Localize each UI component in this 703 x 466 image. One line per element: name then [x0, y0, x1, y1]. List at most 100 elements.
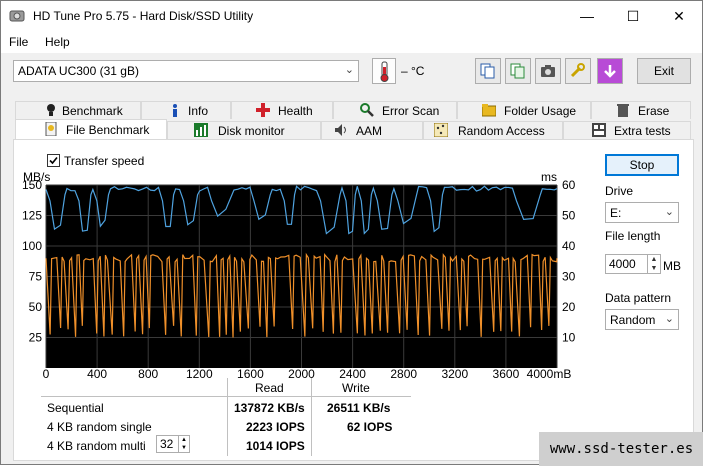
arrow-down-icon [604, 65, 616, 78]
copy-info-button[interactable] [475, 58, 501, 84]
x-tick-label: 1200 [186, 367, 213, 381]
row-label: 4 KB random single [47, 420, 152, 434]
y-left-tick-label: 75 [29, 270, 43, 284]
write-value: 62 IOPS [347, 420, 393, 434]
file-length-label: File length [605, 229, 661, 243]
disk-icon [9, 10, 25, 22]
x-tick-label: 1600 [237, 367, 264, 381]
chart-series-blue [45, 185, 558, 235]
extra-tests-icon [592, 123, 606, 137]
row-label: Sequential [47, 401, 104, 415]
y-left-tick-label: 125 [22, 209, 42, 223]
queue-depth-value: 32 [160, 437, 174, 451]
tab-disk-monitor[interactable]: Disk monitor [167, 121, 321, 139]
y-right-tick-label: 20 [562, 300, 576, 314]
y-right-unit: ms [541, 170, 557, 184]
tab-folder-usage[interactable]: Folder Usage [457, 101, 591, 119]
drive-label: Drive [605, 184, 634, 198]
file-length-unit: MB [663, 259, 681, 273]
file-length-value: 4000 [609, 257, 636, 271]
y-left-unit: MB/s [23, 170, 50, 184]
toolbar: ADATA UC300 (31 gB) ⌄ – °C Exit [1, 53, 702, 93]
screenshot-button[interactable] [535, 58, 561, 84]
drive-select[interactable]: ADATA UC300 (31 gB) ⌄ [13, 60, 359, 82]
y-right-tick-label: 60 [562, 178, 576, 192]
tab-benchmark[interactable]: Benchmark [15, 101, 141, 119]
drive-combo-value: E: [610, 206, 622, 220]
stop-button[interactable]: Stop [605, 154, 679, 176]
tab-file-benchmark[interactable]: File Benchmark [15, 119, 167, 140]
chevron-down-icon: ⌄ [664, 313, 674, 325]
x-tick-label: 4000mB [527, 367, 572, 381]
lightbulb-icon [47, 104, 55, 116]
y-left-tick-label: 25 [29, 331, 43, 345]
file-benchmark-icon [45, 122, 57, 136]
temperature-value: – °C [401, 64, 425, 78]
save-button[interactable] [597, 58, 623, 84]
thermometer-button[interactable] [372, 58, 396, 84]
x-tick-label: 3600 [493, 367, 520, 381]
x-tick-label: 2400 [339, 367, 366, 381]
read-value: 2223 IOPS [246, 420, 305, 434]
table-divider [311, 378, 312, 456]
data-pattern-value: Random [610, 313, 656, 327]
checkmark-icon [49, 156, 58, 165]
tab-error-scan[interactable]: Error Scan [333, 101, 457, 119]
maximize-button[interactable]: ☐ [626, 8, 640, 24]
data-pattern-combo[interactable]: Random ⌄ [605, 309, 679, 330]
speaker-icon [335, 124, 346, 136]
tab-random-access[interactable]: Random Access [423, 121, 563, 139]
transfer-speed-checkbox[interactable] [47, 154, 60, 167]
y-left-tick-label: 150 [22, 178, 42, 192]
close-button[interactable]: ✕ [673, 8, 685, 24]
exit-button[interactable]: Exit [637, 58, 691, 84]
file-length-spinner[interactable]: 4000 ▲ ▼ [605, 254, 661, 274]
spin-up-icon[interactable]: ▲ [647, 255, 660, 264]
spin-down-icon[interactable]: ▼ [647, 264, 660, 273]
magnifier-icon [360, 103, 374, 117]
read-value: 1014 IOPS [246, 439, 305, 453]
menu-help[interactable]: Help [45, 35, 70, 49]
read-header: Read [255, 381, 284, 395]
y-right-tick-label: 40 [562, 239, 576, 253]
tab-health[interactable]: Health [231, 101, 333, 119]
x-tick-label: 400 [87, 367, 107, 381]
drive-select-value: ADATA UC300 (31 gB) [18, 64, 139, 78]
y-right-tick-label: 30 [562, 270, 576, 284]
info-icon [173, 104, 177, 117]
title-bar: HD Tune Pro 5.75 - Hard Disk/SSD Utility… [1, 1, 702, 31]
chevron-down-icon: ⌄ [664, 206, 674, 218]
x-tick-label: 2800 [390, 367, 417, 381]
table-divider [227, 378, 228, 456]
tab-extra-tests[interactable]: Extra tests [563, 121, 691, 139]
tab-erase[interactable]: Erase [591, 101, 691, 119]
y-left-tick-label: 100 [22, 239, 42, 253]
thermometer-icon [380, 61, 389, 82]
options-button[interactable] [565, 58, 591, 84]
spin-down-icon[interactable]: ▼ [178, 444, 189, 452]
menu-bar: File Help [1, 31, 702, 53]
chevron-down-icon: ⌄ [344, 64, 354, 76]
tab-aam[interactable]: AAM [321, 121, 423, 139]
x-tick-label: 2000 [288, 367, 315, 381]
x-tick-label: 800 [138, 367, 158, 381]
watermark: www.ssd-tester.es [539, 432, 703, 466]
spin-up-icon[interactable]: ▲ [178, 436, 189, 444]
minimize-button[interactable]: — [580, 8, 594, 24]
menu-file[interactable]: File [9, 35, 29, 49]
folder-icon [482, 104, 496, 117]
monitor-chart-icon [194, 123, 208, 137]
tab-info[interactable]: Info [141, 101, 231, 119]
drive-combo[interactable]: E: ⌄ [605, 202, 679, 223]
x-tick-label: 0 [43, 367, 50, 381]
y-left-tick-label: 50 [29, 300, 43, 314]
table-header-line [41, 396, 411, 397]
x-tick-label: 3200 [441, 367, 468, 381]
row-label: 4 KB random multi [47, 439, 146, 453]
queue-depth-spinner[interactable]: 32 ▲ ▼ [156, 435, 190, 453]
copy-results-button[interactable] [505, 58, 531, 84]
camera-icon [541, 65, 555, 77]
y-right-tick-label: 50 [562, 209, 576, 223]
